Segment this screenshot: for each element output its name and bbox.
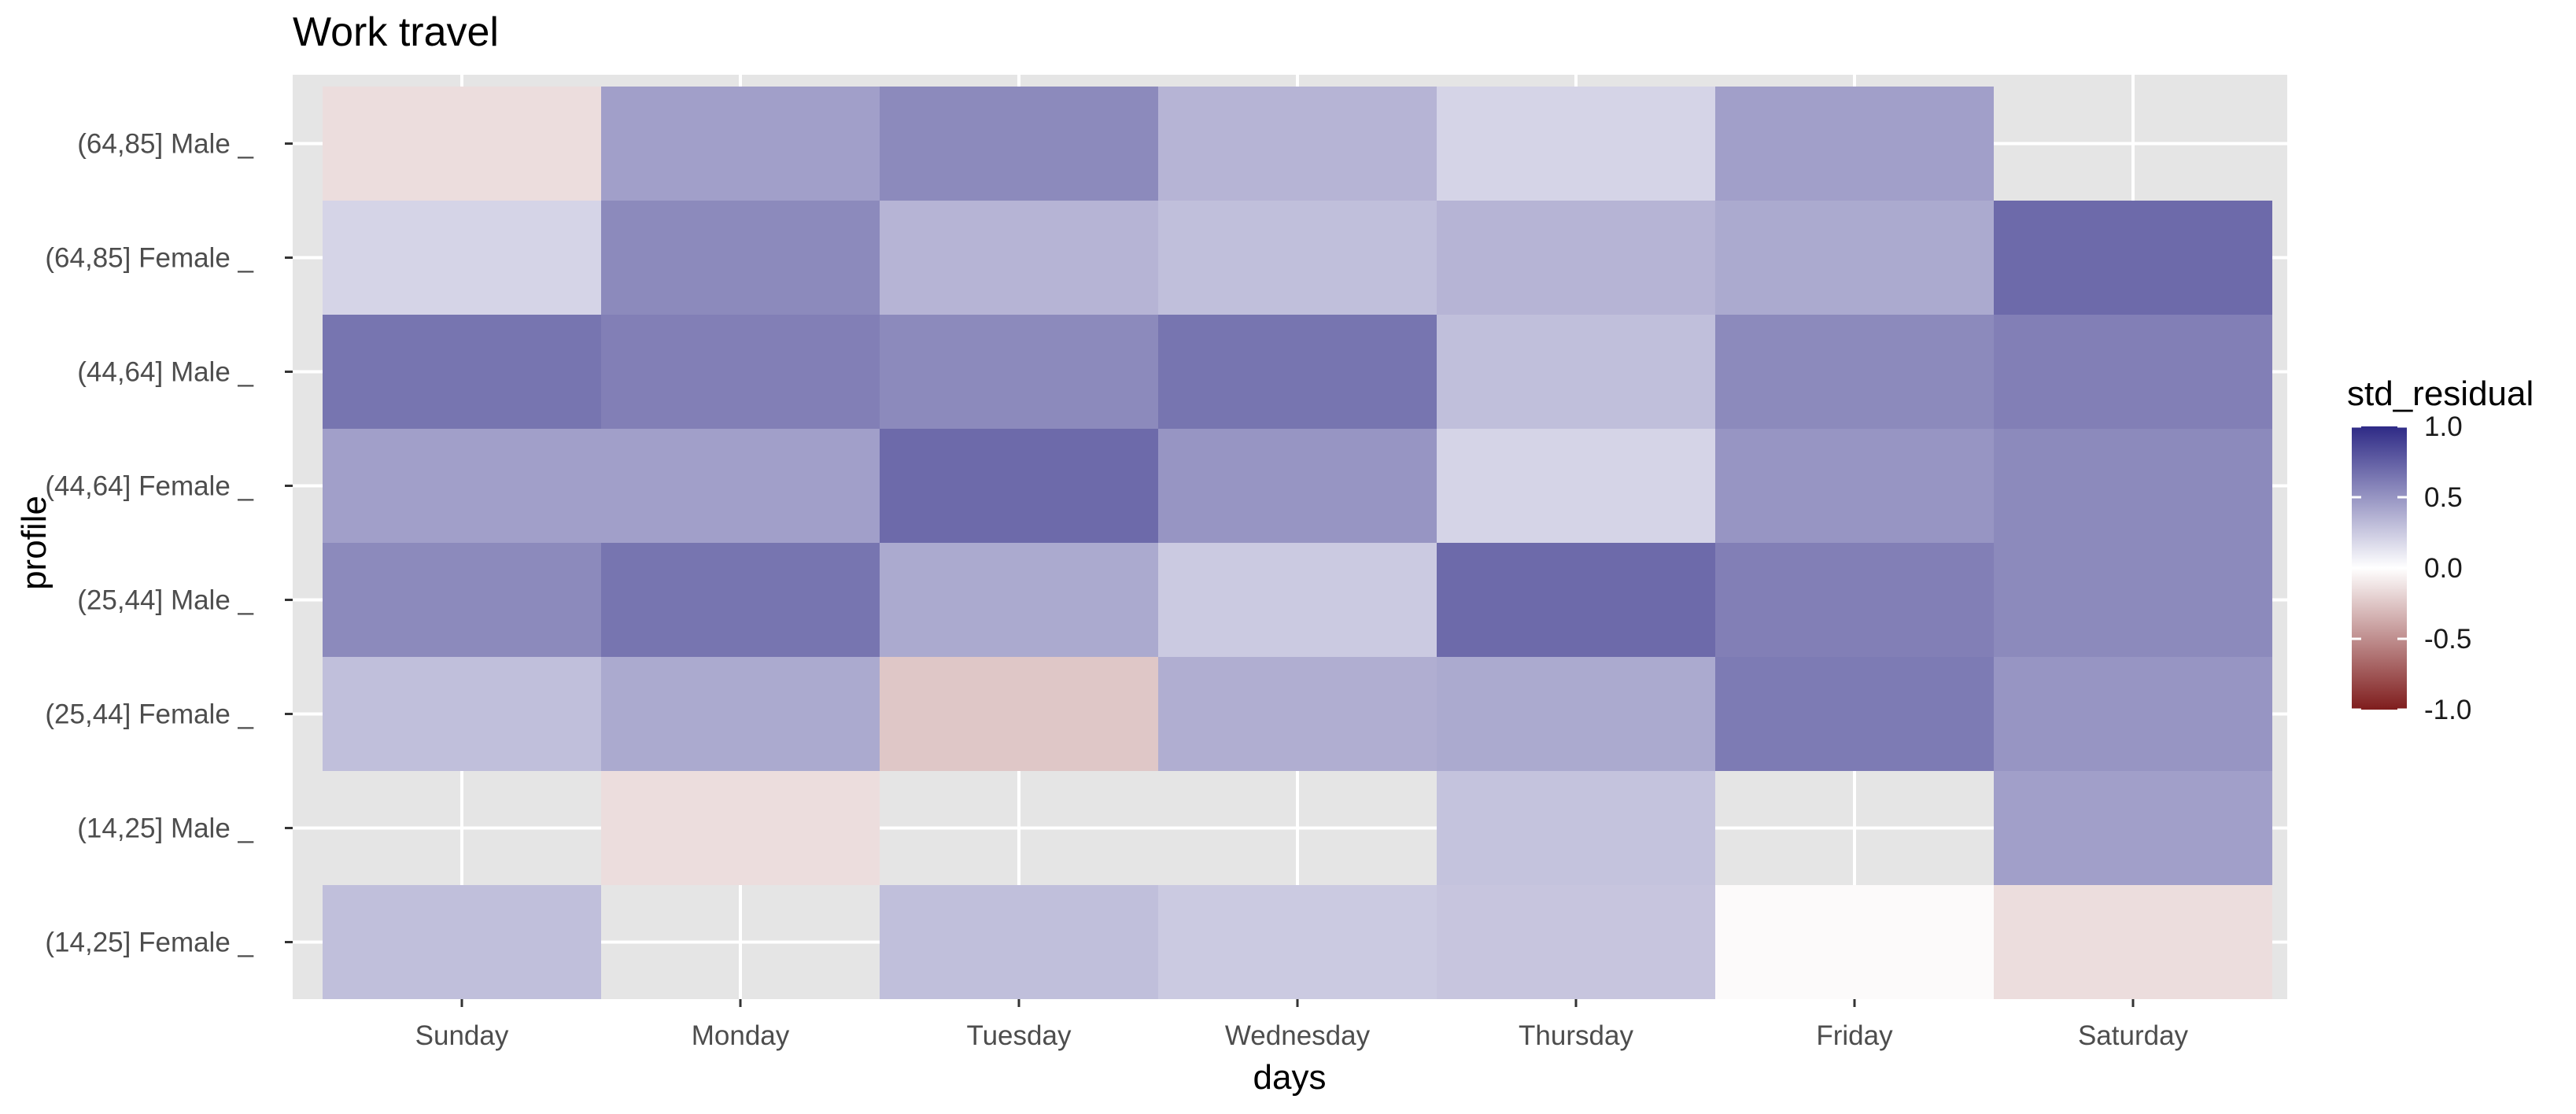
heatmap-cell <box>1158 201 1437 315</box>
heatmap-cell <box>1158 87 1437 201</box>
legend-ticks: 1.0 0.5 0.0 -0.5 -1.0 <box>2352 411 2471 725</box>
heatmap-cell <box>601 543 880 657</box>
heatmap-cell <box>1994 885 2272 999</box>
heatmap-cells <box>323 87 2272 999</box>
heatmap-cell <box>880 657 1158 771</box>
heatmap-cell <box>1437 315 1715 429</box>
heatmap-cell <box>1994 771 2272 885</box>
heatmap-cell <box>1158 657 1437 771</box>
heatmap-cell <box>323 885 601 999</box>
x-tick-label: Friday <box>1816 1020 1893 1051</box>
y-tick-label: (14,25] Female _ <box>45 928 253 958</box>
heatmap-cell <box>880 315 1158 429</box>
heatmap-cell <box>1437 201 1715 315</box>
heatmap-cell <box>323 543 601 657</box>
x-tick-label: Thursday <box>1519 1020 1633 1051</box>
heatmap-cell <box>323 315 601 429</box>
heatmap-cell <box>601 657 880 771</box>
heatmap-cell <box>1158 429 1437 543</box>
heatmap-cell <box>1437 657 1715 771</box>
heatmap-cell <box>1994 201 2272 315</box>
heatmap-cell <box>323 429 601 543</box>
heatmap-cell <box>1158 885 1437 999</box>
y-tick-label: (44,64] Male _ <box>77 357 253 388</box>
x-tick-label: Tuesday <box>967 1020 1072 1051</box>
heatmap-cell <box>1994 429 2272 543</box>
color-legend: std_residual 1.0 0.5 0.0 -0.5 -1.0 <box>2347 374 2534 725</box>
legend-tick-label: 1.0 <box>2424 411 2463 442</box>
legend-tick-label: -0.5 <box>2424 624 2471 655</box>
x-tick-label: Sunday <box>415 1020 509 1051</box>
legend-title: std_residual <box>2347 374 2534 413</box>
heatmap-cell <box>1437 885 1715 999</box>
heatmap-cell <box>601 771 880 885</box>
heatmap-cell <box>1994 543 2272 657</box>
x-axis-ticks: Sunday Monday Tuesday Wednesday Thursday Frid… <box>415 999 2189 1051</box>
heatmap-cell <box>880 543 1158 657</box>
heatmap-cell <box>1994 657 2272 771</box>
y-tick-label: (14,25] Male _ <box>77 813 253 844</box>
heatmap-cell <box>880 885 1158 999</box>
heatmap-cell <box>1715 87 1994 201</box>
heatmap-cell <box>1715 201 1994 315</box>
heatmap-cell <box>880 87 1158 201</box>
heatmap-cell <box>1715 429 1994 543</box>
heatmap-cell <box>601 201 880 315</box>
heatmap-cell <box>880 201 1158 315</box>
y-tick-label: (44,64] Female _ <box>45 471 253 502</box>
heatmap-cell <box>1715 657 1994 771</box>
legend-tick-label: 0.0 <box>2424 553 2463 584</box>
x-tick-label: Wednesday <box>1225 1020 1371 1051</box>
heatmap-cell <box>1437 429 1715 543</box>
legend-tick-label: -1.0 <box>2424 695 2471 725</box>
heatmap-cell <box>323 657 601 771</box>
heatmap-cell <box>1715 315 1994 429</box>
legend-tick-label: 0.5 <box>2424 482 2463 513</box>
heatmap-cell <box>1715 885 1994 999</box>
heatmap-cell <box>1437 543 1715 657</box>
y-tick-label: (64,85] Male _ <box>77 129 253 160</box>
heatmap-cell <box>880 429 1158 543</box>
chart-title: Work travel <box>293 9 499 55</box>
heatmap-cell <box>1994 315 2272 429</box>
y-tick-label: (25,44] Female _ <box>45 699 253 730</box>
heatmap-cell <box>1158 543 1437 657</box>
heatmap-cell <box>601 429 880 543</box>
heatmap-cell <box>1715 543 1994 657</box>
x-axis-title: days <box>1253 1058 1327 1097</box>
heatmap-cell <box>1437 87 1715 201</box>
y-axis-ticks: (64,85] Male _ (64,85] Female _ (44,64] Ma… <box>45 129 293 958</box>
y-tick-label: (64,85] Female _ <box>45 243 253 274</box>
y-axis-title: profile <box>15 496 54 590</box>
heatmap-cell <box>601 315 880 429</box>
x-tick-label: Monday <box>692 1020 790 1051</box>
heatmap-cell <box>1158 315 1437 429</box>
heatmap-cell <box>1437 771 1715 885</box>
heatmap-cell <box>323 201 601 315</box>
heatmap-cell <box>323 87 601 201</box>
heatmap-cell <box>601 87 880 201</box>
x-tick-label: Saturday <box>2078 1020 2189 1051</box>
y-tick-label: (25,44] Male _ <box>77 585 253 616</box>
